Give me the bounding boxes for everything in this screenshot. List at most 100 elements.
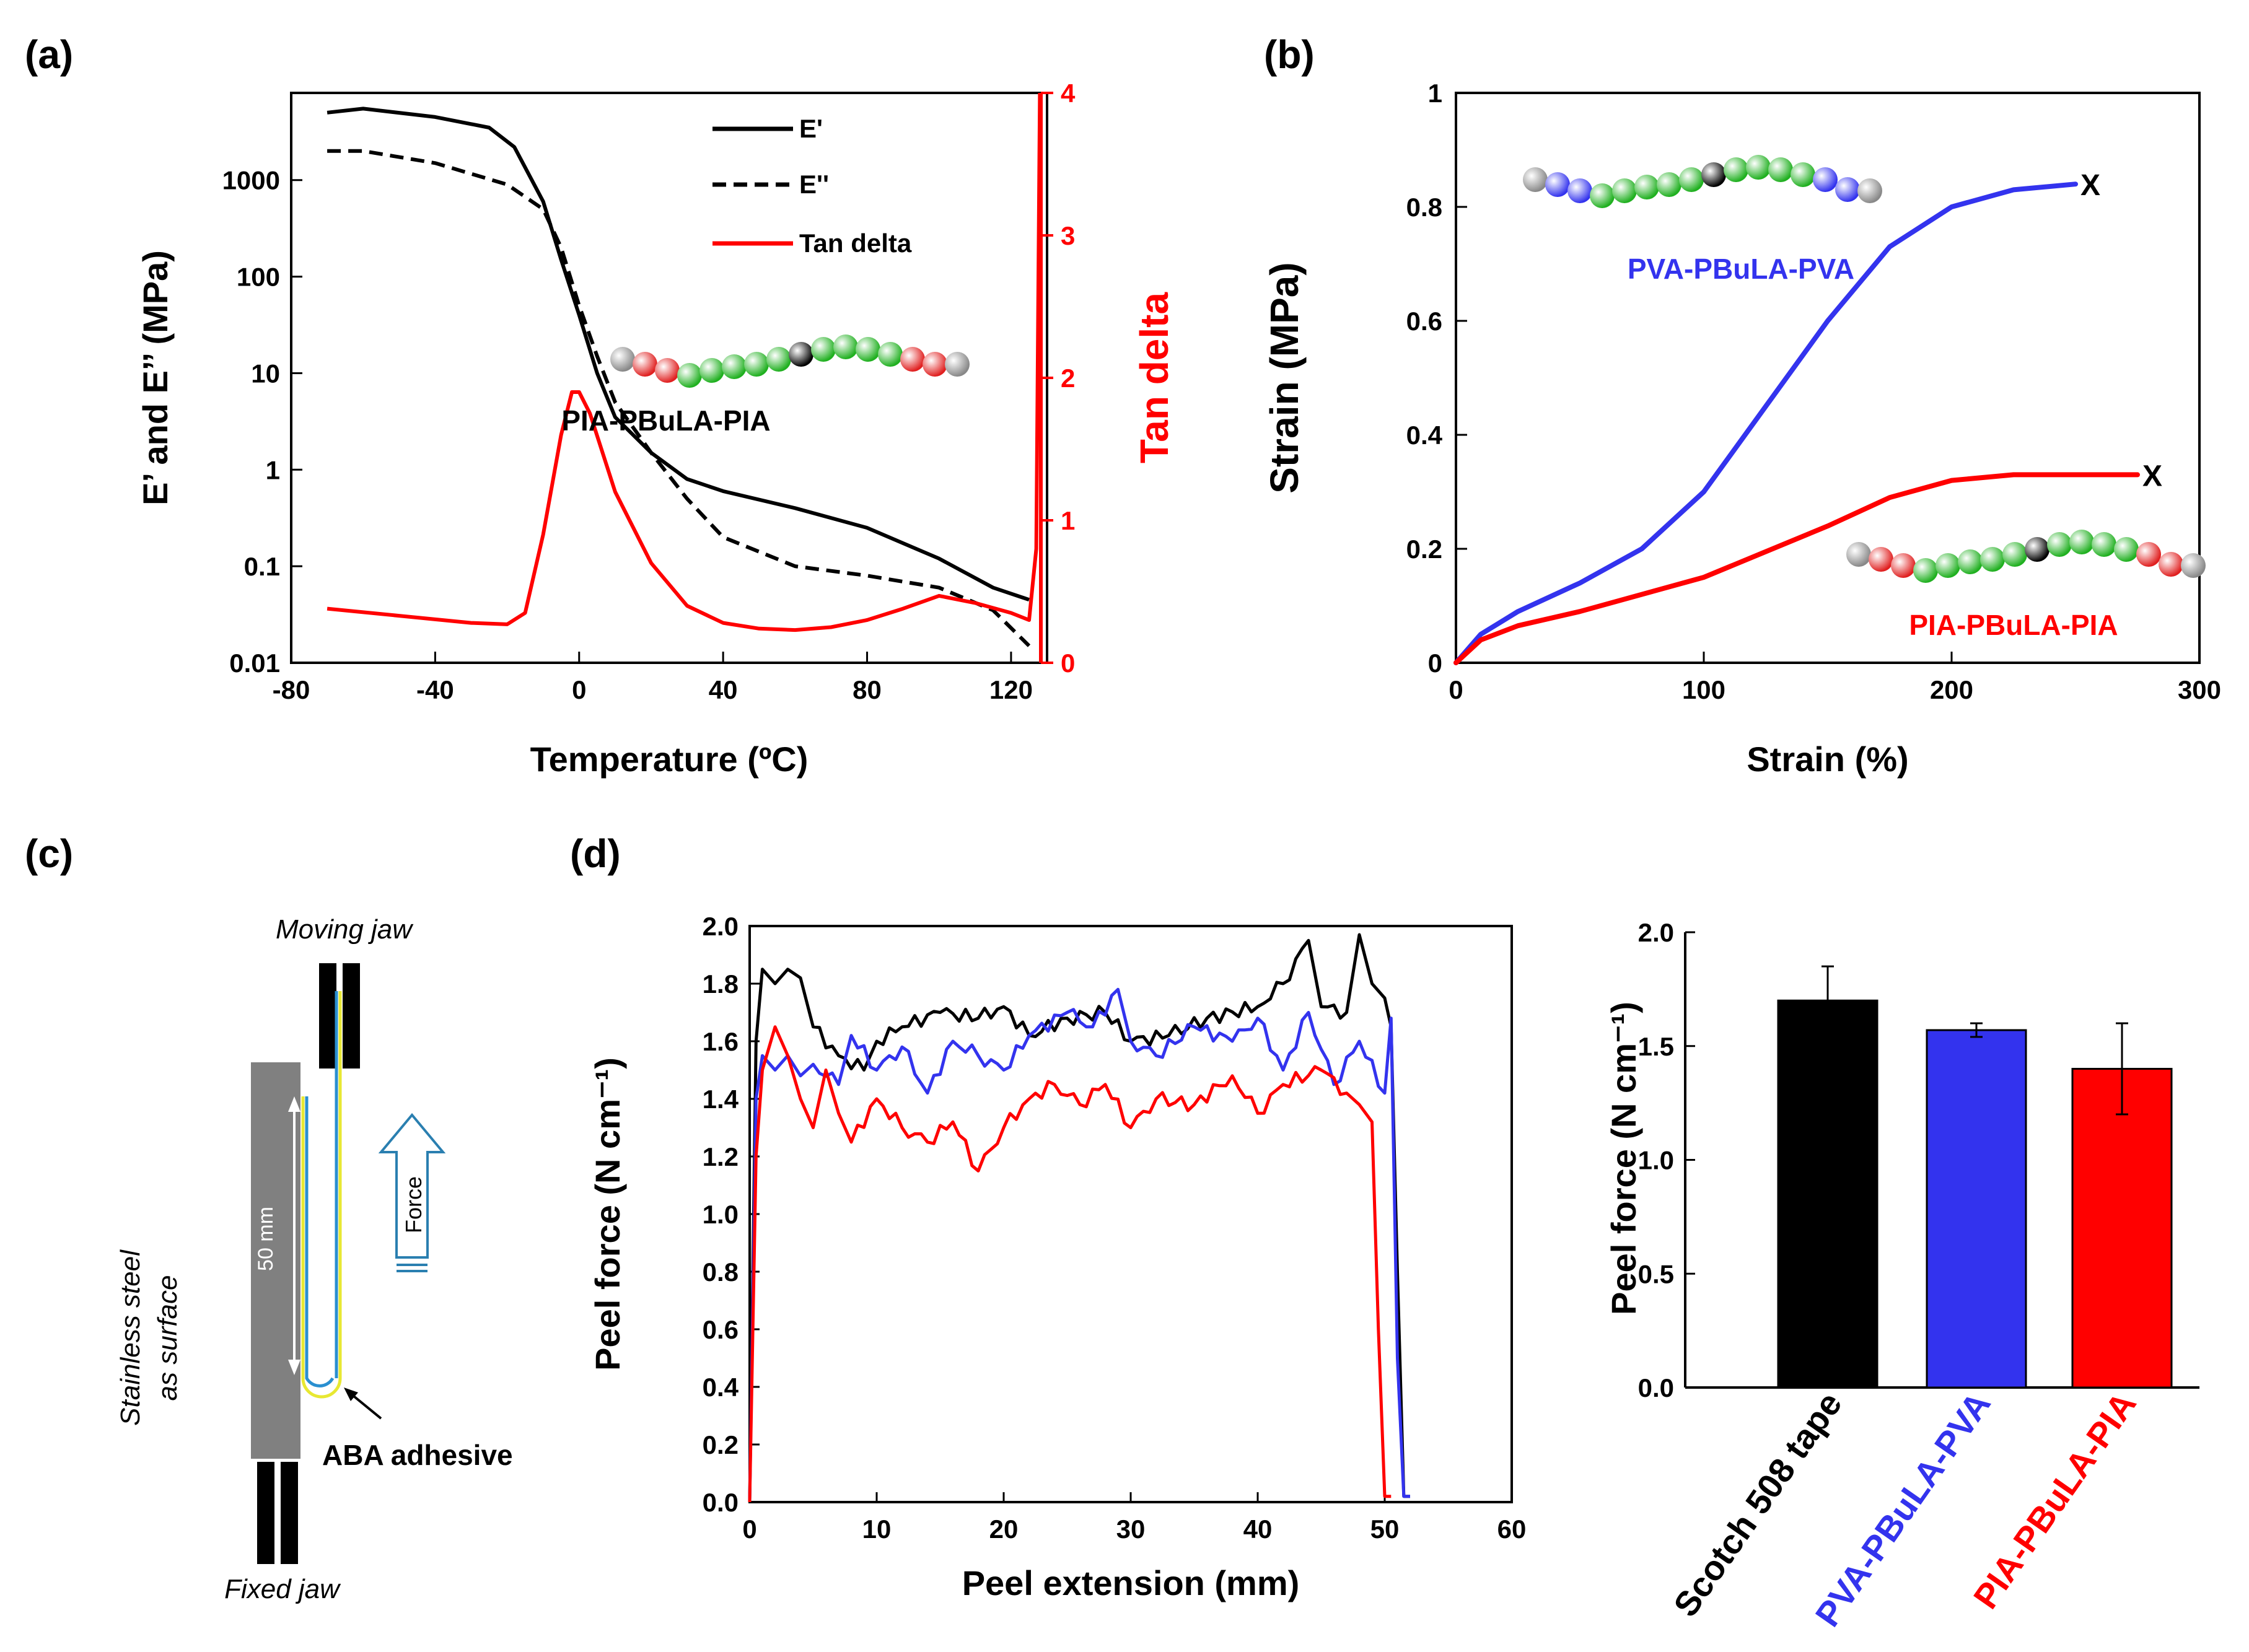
series-line-d-2 (748, 1025, 1392, 1503)
x-tick-label-d-left: 40 (1243, 1514, 1273, 1544)
y-tick-label-b: 0 (1428, 649, 1442, 678)
panel-d-bar-chart: 0.00.51.01.52.0 Scotch 508 tapePVA-PBuLA… (1604, 918, 2199, 1633)
y2-tick-label-a: 0 (1061, 649, 1075, 678)
bead (1657, 172, 1681, 197)
molecule-b-blue (1523, 155, 1882, 208)
y-tick-label-b: 1 (1428, 79, 1442, 108)
panel-label-a: (a) (25, 32, 73, 77)
y-axis-label-a: E’ and E’’ (MPa) (136, 250, 175, 505)
bead (900, 347, 925, 372)
series-line-b-0 (1453, 181, 2078, 665)
x-tick-label-b: 200 (1930, 675, 1973, 704)
y-tick-label-d-right: 1.0 (1638, 1146, 1674, 1175)
bead (699, 358, 724, 383)
adhesive-pointer-head (344, 1388, 358, 1401)
y-tick-label-d-left: 2.0 (703, 912, 739, 941)
bead (833, 334, 858, 359)
bead (1891, 553, 1916, 578)
x-tick-label-d-left: 60 (1497, 1514, 1527, 1544)
surface-label-line2: as surface (152, 1275, 183, 1401)
bead (1634, 175, 1659, 199)
bead (1545, 172, 1570, 197)
steel-plate (251, 1062, 300, 1459)
bead (2114, 537, 2139, 562)
x-axis-label-d-left: Peel extension (mm) (962, 1563, 1300, 1602)
y-tick-label-a: 10 (251, 359, 280, 388)
bead (789, 342, 813, 367)
series-line-a-eprime (327, 107, 1030, 602)
x-axis-label-b: Strain (%) (1747, 740, 1908, 779)
bead (2025, 537, 2050, 562)
bead (1813, 167, 1838, 192)
tape-loop (305, 1096, 335, 1388)
bead (1590, 183, 1615, 208)
molecule-a (610, 334, 970, 388)
bead (945, 352, 970, 377)
y-tick-label-d-left: 0.6 (703, 1315, 739, 1344)
bead (1679, 167, 1704, 192)
y-tick-label-b: 0.8 (1406, 193, 1442, 222)
adhesive-yellow-line (301, 991, 342, 1399)
bead (1869, 547, 1893, 572)
surface-label-line1: Stainless steel (115, 1249, 146, 1426)
x-tick-label-d-left: 30 (1116, 1514, 1146, 1544)
length-label: 50 mm (254, 1207, 278, 1271)
break-mark-b-1: X (2142, 460, 2162, 492)
series-line-b-1 (1453, 472, 2140, 665)
y-tick-label-d-left: 0.0 (703, 1488, 739, 1517)
y-tick-label-d-right: 2.0 (1638, 918, 1674, 947)
panel-label-d: (d) (570, 831, 621, 876)
x-tick-label-b: 0 (1449, 675, 1463, 704)
bead (923, 352, 947, 377)
panel-label-c: (c) (25, 831, 73, 876)
x-tick-label-a: -80 (273, 675, 310, 704)
x-tick-label-d-left: 50 (1370, 1514, 1400, 1544)
molecule-b-red (1846, 530, 2206, 583)
bead (744, 352, 769, 377)
bead (1958, 549, 1983, 574)
series-line-a-tandelta (327, 92, 1042, 632)
x-tick-label-b: 100 (1682, 675, 1725, 704)
molecule-label-a: PIA-PBuLA-PIA (561, 404, 770, 437)
x-tick-label-a: 80 (853, 675, 882, 704)
bead (1701, 162, 1726, 187)
y2-axis-label-a: Tan delta (1132, 292, 1177, 464)
x-tick-label-a: 40 (709, 675, 738, 704)
category-label-0: Scotch 508 tape (1666, 1385, 1849, 1624)
bead (1567, 178, 1592, 203)
bead (2069, 530, 2094, 554)
y-tick-label-d-left: 1.4 (703, 1085, 739, 1114)
bead (1612, 178, 1637, 203)
fixed-jaw-left (257, 1462, 274, 1564)
x-tick-label-d-left: 10 (862, 1514, 892, 1544)
break-mark-b-0: X (2080, 169, 2100, 202)
force-label: Force (401, 1176, 426, 1233)
y-tick-label-d-left: 1.0 (703, 1200, 739, 1229)
bead (2002, 542, 2027, 567)
panel-a-chart: -80 -40 0 40 80 120 0.01 0.1 1 10 100 1000 0 1 2 3 4 T… (136, 79, 1177, 779)
legend-edoubleprime: E'' (799, 170, 829, 199)
y2-tick-label-a: 3 (1061, 221, 1075, 250)
arrow-up-head (288, 1096, 300, 1112)
bead (1857, 178, 1882, 203)
y-tick-label-a: 1000 (222, 166, 280, 195)
bar-0 (1777, 999, 1879, 1389)
legend-eprime: E' (799, 114, 823, 143)
x-tick-label-a: 120 (989, 675, 1033, 704)
molecule-label-b-red: PIA-PBuLA-PIA (1909, 609, 2118, 641)
bead (766, 347, 791, 372)
y-axis-label-b: Strain (MPa) (1262, 262, 1307, 493)
bar-2 (2071, 1068, 2173, 1389)
arrow-down-head (288, 1360, 300, 1375)
series-line-a-edoubleprime (327, 149, 1031, 647)
force-arrow (378, 1112, 446, 1259)
bead (811, 337, 836, 362)
x-tick-label-a: 0 (572, 675, 586, 704)
category-label-2: PIA-PBuLA-PIA (1966, 1385, 2144, 1616)
bead (1724, 157, 1748, 182)
bead (2047, 532, 2072, 557)
panel-b-chart: 0 100 200 300 00.20.40.60.81 XX Strain (%) … (1262, 79, 2221, 779)
bead (1980, 547, 2005, 572)
y-axis-label-d-left: Peel force (N cm⁻¹) (588, 1057, 627, 1371)
